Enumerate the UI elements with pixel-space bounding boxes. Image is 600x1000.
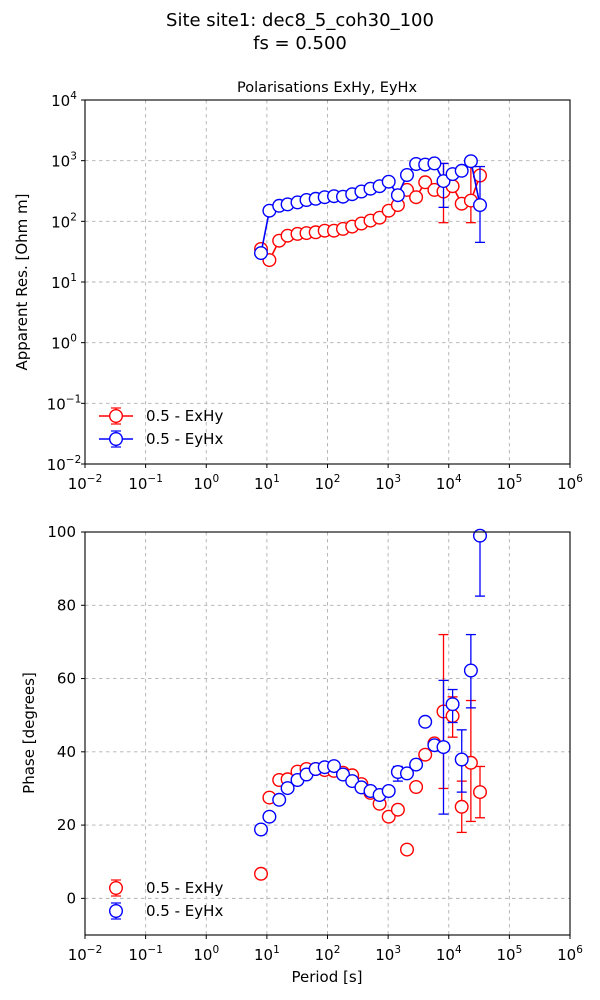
- phase-x-axis-label: Period [s]: [291, 968, 362, 986]
- resistivity-data-point: [253, 246, 268, 261]
- resistivity-y-tick-label: 10−1: [47, 393, 82, 413]
- resistivity-data-point: [454, 163, 469, 178]
- resistivity-y-tick-label: 100: [51, 333, 77, 353]
- phase-data-point: [253, 822, 268, 837]
- figure-title-line1: Site site1: dec8_5_coh30_100: [166, 10, 434, 31]
- resistivity-ticks: 10−2 10−1 100 101 102 103 104 105 106 10−2 10−1 100…: [47, 90, 583, 493]
- resistivity-data-point: [390, 188, 405, 203]
- phase-x-tick-label: 105: [496, 944, 522, 964]
- phase-series-eyhx: [253, 528, 488, 837]
- phase-data-point: [473, 785, 488, 800]
- resistivity-data-point: [409, 190, 424, 205]
- resistivity-legend: 0.5 - ExHy 0.5 - EyHx: [99, 407, 223, 448]
- resistivity-data-point: [463, 154, 478, 169]
- resistivity-x-tick-label: 103: [375, 473, 401, 493]
- phase-x-tick-label: 101: [254, 944, 280, 964]
- phase-y-tick-label: 60: [57, 670, 76, 688]
- phase-data-point: [400, 766, 415, 781]
- resistivity-data-point: [436, 174, 451, 189]
- phase-data-point: [463, 663, 478, 678]
- phase-y-tick-label: 80: [57, 596, 76, 614]
- phase-data-point: [409, 757, 424, 772]
- resistivity-data-point: [427, 156, 442, 171]
- phase-data-point: [454, 752, 469, 767]
- phase-axes-frame: [84, 531, 571, 936]
- resistivity-x-tick-label: 106: [557, 473, 583, 493]
- resistivity-legend-label: 0.5 - EyHx: [146, 430, 223, 448]
- resistivity-y-tick-label: 102: [51, 211, 77, 231]
- phase-legend-label: 0.5 - EyHx: [146, 902, 223, 920]
- phase-y-tick-label: 100: [47, 523, 76, 541]
- phase-legend-label: 0.5 - ExHy: [146, 879, 223, 897]
- phase-y-tick-label: 0: [66, 889, 76, 907]
- resistivity-y-tick-label: 101: [51, 272, 77, 292]
- figure-title-line2: fs = 0.500: [253, 33, 347, 54]
- resistivity-x-tick-label: 105: [496, 473, 522, 493]
- phase-x-tick-label: 10−1: [128, 944, 163, 964]
- phase-data-point: [454, 799, 469, 814]
- resistivity-y-axis-label: Apparent Res. [Ohm m]: [13, 193, 31, 370]
- resistivity-y-tick-label: 10−2: [47, 454, 82, 474]
- phase-data-point: [280, 781, 295, 796]
- phase-x-tick-label: 103: [375, 944, 401, 964]
- resistivity-grid: [85, 100, 570, 464]
- phase-x-tick-label: 10−2: [68, 944, 103, 964]
- phase-data-point: [327, 759, 342, 774]
- phase-data-point: [381, 809, 396, 824]
- phase-data-point: [390, 802, 405, 817]
- resistivity-legend-item: 0.5 - ExHy: [99, 407, 223, 425]
- apparent-resistivity-panel: Polarisations ExHy, EyHx 10−2 10−1 100 101 1…: [13, 80, 583, 493]
- phase-panel: 10−2 10−1 100 101 102 103 104 105 106 0 20 40 60 80 10…: [20, 523, 583, 986]
- resistivity-x-tick-label: 101: [254, 473, 280, 493]
- resistivity-y-tick-label: 103: [51, 151, 77, 171]
- resistivity-legend-label: 0.5 - ExHy: [146, 407, 223, 425]
- phase-data-point: [418, 747, 433, 762]
- resistivity-data-point: [473, 198, 488, 213]
- phase-y-tick-label: 40: [57, 743, 76, 761]
- phase-data-point: [253, 866, 268, 881]
- resistivity-legend-item: 0.5 - EyHx: [99, 430, 223, 448]
- resistivity-series: [253, 154, 488, 268]
- phase-legend: 0.5 - ExHy 0.5 - EyHx: [108, 879, 223, 920]
- phase-data-point: [436, 740, 451, 755]
- phase-grid: [85, 532, 570, 935]
- resistivity-data-point: [372, 210, 387, 225]
- phase-data-point: [445, 697, 460, 712]
- phase-legend-item: 0.5 - EyHx: [108, 902, 223, 920]
- phase-x-tick-label: 106: [557, 944, 583, 964]
- phase-x-tick-label: 100: [193, 944, 219, 964]
- phase-series: [253, 528, 488, 881]
- phase-x-tick-label: 102: [315, 944, 341, 964]
- resistivity-x-tick-label: 102: [315, 473, 341, 493]
- resistivity-data-point: [400, 167, 415, 182]
- phase-legend-item: 0.5 - ExHy: [108, 879, 223, 897]
- resistivity-data-point: [418, 175, 433, 190]
- resistivity-x-tick-label: 100: [193, 473, 219, 493]
- phase-x-tick-label: 104: [436, 944, 462, 964]
- resistivity-x-tick-label: 10−2: [68, 473, 103, 493]
- resistivity-series-eyhx: [253, 154, 488, 261]
- resistivity-data-point: [381, 174, 396, 189]
- phase-data-point: [409, 780, 424, 795]
- resistivity-x-tick-label: 10−1: [128, 473, 163, 493]
- phase-data-point: [272, 792, 287, 807]
- phase-ticks: 10−2 10−1 100 101 102 103 104 105 106 0 20 40 60 80 10…: [47, 523, 583, 964]
- phase-data-point: [473, 528, 488, 543]
- phase-data-point: [400, 842, 415, 857]
- phase-y-tick-label: 20: [57, 816, 76, 834]
- resistivity-panel-title: Polarisations ExHy, EyHx: [237, 80, 417, 96]
- phase-data-point: [418, 714, 433, 729]
- phase-data-point: [262, 809, 277, 824]
- phase-data-point: [381, 784, 396, 799]
- resistivity-y-tick-label: 104: [51, 90, 77, 110]
- resistivity-x-tick-label: 104: [436, 473, 462, 493]
- phase-y-axis-label: Phase [degrees]: [20, 672, 38, 794]
- phase-series-exhy: [253, 633, 488, 881]
